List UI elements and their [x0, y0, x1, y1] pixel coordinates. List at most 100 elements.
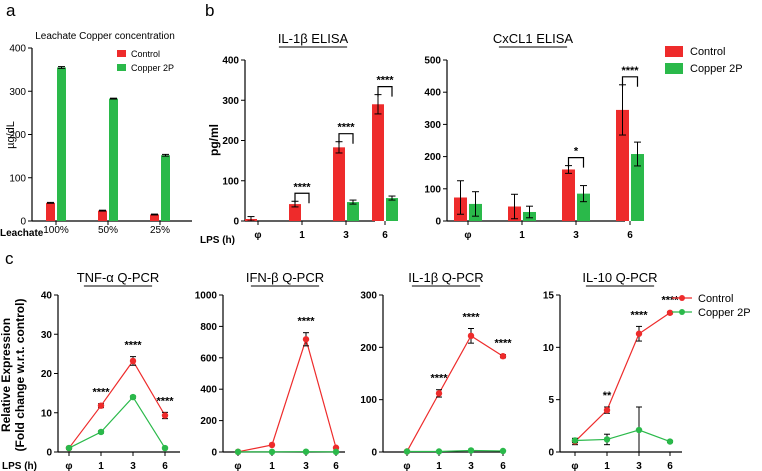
- c2-ytick-label-3: 600: [200, 353, 217, 364]
- c1-line-s1: [68, 396, 166, 449]
- b1-title: IL-1β ELISA: [278, 31, 349, 46]
- c2-point-s1-c0: [234, 448, 242, 456]
- c4-point-s0-c3: [666, 309, 674, 316]
- c4-point-s0-c2: [635, 330, 643, 337]
- c1-ytick-label-3: 30: [41, 330, 53, 341]
- b2-sig-bracket-0: [567, 157, 585, 168]
- b1-xtick-label-2: 3: [343, 230, 349, 241]
- c1-sig-label-0: ****: [92, 387, 110, 399]
- legend-b2-label-1: Copper 2P: [690, 63, 743, 75]
- b1-ytick-label-0: 0: [233, 217, 239, 228]
- c1-point-s0-c2: [129, 357, 137, 365]
- legend-c4-marker-1: [679, 309, 685, 315]
- c2-point-s1-c2: [302, 448, 310, 455]
- c2-point-s1-c1: [268, 448, 276, 456]
- legend-b2-swatch-1: [665, 63, 683, 74]
- a-bar-s1-c0: [57, 67, 66, 222]
- b1-bar-s1-c3: [386, 198, 398, 221]
- c3-sig-label-2: ****: [494, 338, 512, 350]
- c4-line-s0: [574, 312, 671, 442]
- c1-ytick-label-2: 20: [41, 369, 53, 380]
- b2-xtick-label-2: 3: [573, 230, 579, 241]
- a-xlabel: Leachate: [0, 228, 44, 239]
- c1-title: TNF-α Q-PCR: [77, 270, 160, 285]
- b2-sig-label-1: ****: [621, 65, 639, 77]
- a-bar-s1-c1: [109, 98, 118, 221]
- c3-xtick-label-3: 6: [500, 461, 506, 471]
- b1-sig-bracket-0: [294, 192, 310, 204]
- c2-xtick-label-2: 3: [303, 461, 309, 471]
- b2-sig-bracket-1: [621, 76, 639, 87]
- b2-ytick-label-4: 400: [424, 88, 441, 99]
- legend-b2: Control Copper 2P: [665, 46, 743, 75]
- a-bar-s0-c2: [150, 214, 159, 221]
- b1-sig-label-0: ****: [293, 181, 311, 193]
- a-xtick-label-2: 25%: [150, 225, 170, 236]
- legend-a-swatch-1: [117, 64, 126, 71]
- b1-bar-s0-c3: [372, 104, 384, 221]
- b2-sig-label-0: *: [574, 146, 579, 158]
- b2-xtick-label-0: φ: [464, 230, 471, 241]
- a-ytick-label-1: 100: [9, 173, 26, 184]
- c4-sig-label-0: **: [603, 390, 612, 402]
- b1-xtick-label-3: 6: [382, 230, 388, 241]
- c4-sig-label-1: ****: [630, 309, 648, 321]
- b1-sig-label-2: ****: [376, 75, 394, 87]
- c3-point-s0-c2: [467, 332, 475, 340]
- c2-point-s1-c3: [332, 448, 340, 456]
- legend-b2-swatch-0: [665, 46, 683, 57]
- b2-title: CxCL1 ELISA: [493, 31, 574, 46]
- c1-point-s1-c3: [161, 444, 169, 452]
- c4-sig-label-2: ****: [661, 295, 679, 307]
- legend-c4-label-1: Copper 2P: [698, 307, 751, 319]
- c2-title: IFN-β Q-PCR: [246, 270, 324, 285]
- c1-point-s0-c1: [97, 402, 105, 409]
- c2-point-s0-c2: [302, 336, 310, 343]
- c3-line-s0: [406, 334, 504, 452]
- a-xtick-label-0: 100%: [43, 225, 69, 236]
- c1-point-s1-c2: [129, 393, 137, 401]
- panel-label-a: a: [6, 1, 16, 20]
- c2-xtick-label-0: φ: [234, 461, 241, 471]
- chart-a: 0 100 200 300 400 100% 50% 25% Leachate Copper c…: [9, 31, 192, 236]
- c1-xlabel: LPS (h): [2, 461, 37, 471]
- c1-point-s1-c1: [97, 428, 105, 436]
- c2-ytick-label-1: 200: [200, 416, 217, 427]
- c4-point-s1-c1: [603, 436, 611, 443]
- b1-xlabel: LPS (h): [200, 235, 235, 246]
- panel-label-b: b: [205, 1, 214, 20]
- a-ytick-label-4: 400: [9, 44, 26, 55]
- c2-xtick-label-1: 1: [269, 461, 275, 471]
- b1-bar-s0-c1: [289, 204, 301, 221]
- chart-c2: 0 200 400 600 800 1000 φ 1 3 6 IFN-β Q-PCR ****: [195, 270, 345, 471]
- b1-ytick-label-2: 200: [222, 136, 239, 147]
- legend-a: Control Copper 2P: [117, 49, 174, 73]
- c1-xtick-label-1: 1: [98, 461, 104, 471]
- c1-ytick-label-0: 0: [46, 448, 52, 459]
- c1-point-s0-c3: [161, 412, 169, 419]
- legend-c4-marker-0: [679, 295, 685, 301]
- c2-ytick-label-0: 0: [211, 448, 217, 459]
- c2-line-s0: [237, 337, 337, 453]
- c2-ytick-label-4: 800: [200, 322, 217, 333]
- c1-xtick-label-2: 3: [130, 461, 136, 471]
- a-bar-s0-c0: [46, 202, 55, 221]
- b1-bar-s1-c2: [347, 202, 359, 221]
- c4-xtick-label-0: φ: [571, 461, 578, 471]
- c3-point-s0-c3: [499, 353, 507, 360]
- c4-ytick-label-3: 15: [543, 291, 555, 302]
- b2-ytick-label-0: 0: [435, 217, 441, 228]
- c1-xtick-label-3: 6: [162, 461, 168, 471]
- c4-line-s1: [574, 429, 671, 443]
- b1-ylabel: pg/ml: [207, 124, 221, 156]
- b1-sig-label-1: ****: [337, 122, 355, 134]
- panel-label-c: c: [5, 249, 14, 268]
- c1-point-s1-c0: [65, 444, 73, 452]
- b2-ytick-label-1: 100: [424, 184, 441, 195]
- a-ylabel: µg/dL: [5, 121, 17, 149]
- a-bar-s1-c2: [161, 155, 170, 221]
